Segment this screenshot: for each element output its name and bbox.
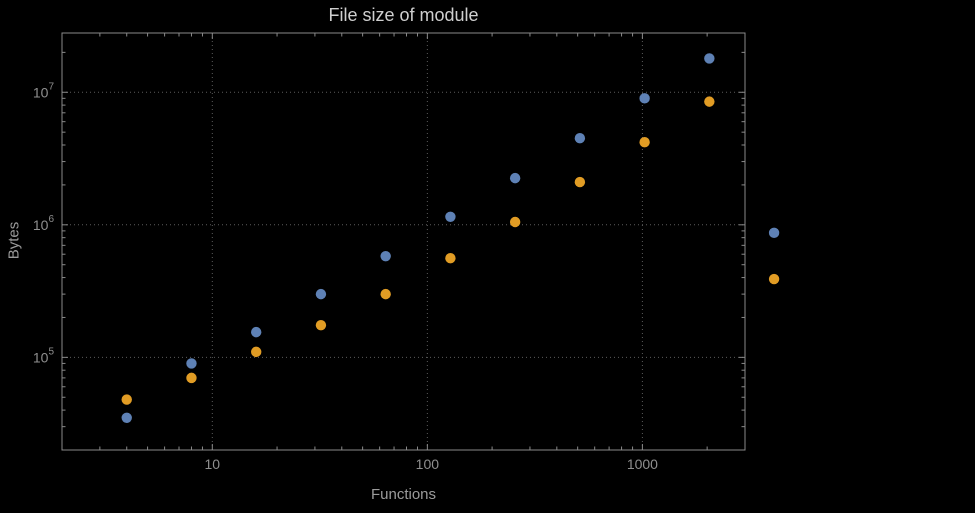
data-point	[704, 96, 715, 107]
series-orange-points	[121, 96, 780, 405]
data-point	[768, 227, 780, 239]
data-point	[121, 394, 132, 405]
chart-title: File size of module	[328, 5, 479, 25]
data-point	[768, 273, 780, 285]
y-tick-label: 106	[33, 214, 55, 233]
series-blue-points	[121, 53, 780, 423]
data-point	[445, 211, 456, 222]
x-tick-label: 100	[416, 456, 440, 472]
data-point	[121, 412, 132, 423]
data-point	[315, 319, 327, 331]
data-point	[704, 53, 715, 64]
x-tick-label: 1000	[627, 456, 658, 472]
y-tick-label: 107	[33, 81, 55, 100]
tick-labels: 10 100 1000 105 106 107	[33, 81, 658, 472]
x-tick-label: 10	[205, 456, 221, 472]
data-point	[639, 93, 650, 104]
axis-ticks	[61, 33, 746, 451]
data-point	[186, 372, 197, 384]
y-tick-label: 105	[33, 346, 55, 365]
data-point	[639, 137, 650, 148]
data-point	[251, 326, 262, 338]
grid-lines	[62, 33, 745, 450]
data-point	[380, 250, 391, 262]
data-point	[574, 176, 586, 188]
data-point	[509, 172, 521, 184]
data-point	[251, 346, 262, 358]
data-point	[315, 288, 327, 300]
data-point	[509, 216, 521, 228]
data-point	[574, 133, 586, 144]
data-point	[380, 288, 391, 300]
y-axis-label: Bytes	[5, 221, 23, 260]
plot-frame	[61, 32, 746, 451]
x-axis-label: Functions	[370, 486, 437, 503]
data-point	[445, 252, 456, 264]
data-point	[186, 358, 197, 369]
